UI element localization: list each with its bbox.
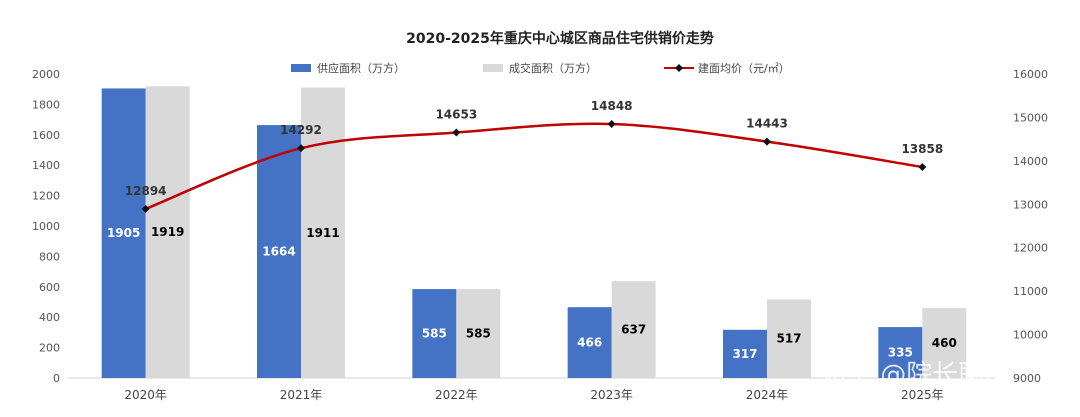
bar-supply	[723, 329, 767, 378]
legend-label-price: 建面均价（元/㎡）	[698, 61, 790, 75]
bar-label-sales: 1919	[151, 225, 184, 239]
price-label: 14443	[746, 117, 788, 131]
price-point	[918, 163, 927, 172]
right-tick-label: 16000	[1013, 68, 1048, 81]
legend: 供应面积（万方） 成交面积（万方） 建面均价（元/㎡）	[291, 61, 790, 75]
price-label: 14653	[435, 107, 477, 121]
price-label: 12894	[125, 184, 167, 198]
x-tick-label: 2022年	[435, 388, 478, 402]
bar-label-supply: 1664	[262, 245, 295, 259]
bar-label-sales: 585	[466, 327, 491, 341]
price-point	[607, 120, 616, 129]
bar-label-supply: 585	[422, 327, 447, 341]
right-tick-label: 10000	[1013, 329, 1048, 342]
right-tick-label: 9000	[1013, 372, 1041, 385]
legend-swatch-supply	[291, 64, 311, 72]
bar-sales	[145, 86, 190, 378]
chart-title: 2020-2025年重庆中心城区商品住宅供销价走势	[406, 30, 714, 47]
bar-supply	[567, 307, 612, 378]
bar-label-sales: 1911	[306, 226, 339, 240]
left-tick-label: 1600	[32, 129, 60, 142]
price-point	[452, 128, 461, 137]
left-tick-label: 200	[39, 342, 60, 355]
bar-label-supply: 335	[888, 346, 913, 360]
bar-supply	[878, 327, 923, 378]
left-tick-label: 1800	[32, 98, 60, 111]
bar-supply	[412, 289, 457, 378]
legend-label-supply: 供应面积（万方）	[317, 61, 405, 75]
price-label: 14292	[280, 123, 322, 137]
legend-label-sales: 成交面积（万方）	[509, 61, 597, 75]
bar-label-sales: 637	[621, 323, 646, 337]
right-tick-label: 15000	[1013, 111, 1048, 124]
x-tick-label: 2020年	[124, 388, 167, 402]
left-tick-label: 400	[39, 311, 60, 324]
left-tick-label: 2000	[32, 68, 60, 81]
x-tick-label: 2025年	[901, 388, 944, 402]
price-label: 13858	[901, 142, 943, 156]
price-point	[297, 144, 305, 153]
bar-supply	[257, 125, 301, 379]
bar-sales	[456, 289, 501, 378]
bar-supply	[101, 88, 146, 378]
price-points: 12894 14292 14653 14848 14443 13858	[125, 99, 943, 213]
bar-label-supply: 317	[732, 347, 757, 361]
left-axis: 0 200 400 600 800 1000 1200 1400 1600 1800 2000	[32, 68, 60, 385]
x-tick-label: 2021年	[280, 388, 323, 402]
legend-swatch-sales	[483, 64, 503, 72]
right-axis: 9000 10000 11000 12000 13000 14000 15000 16000	[1013, 68, 1048, 385]
left-tick-label: 1200	[32, 190, 60, 203]
bar-labels: 1905 1919 1664 1911 585 585 466 637 317 517 335 460	[107, 225, 957, 361]
left-tick-label: 0	[53, 372, 60, 385]
left-tick-label: 1400	[32, 159, 60, 172]
left-tick-label: 600	[39, 281, 60, 294]
right-tick-label: 13000	[1013, 198, 1048, 211]
right-tick-label: 14000	[1013, 155, 1048, 168]
price-point	[141, 204, 150, 213]
bar-label-sales: 517	[776, 332, 801, 346]
bar-sales	[611, 281, 656, 378]
price-label: 14848	[591, 99, 633, 113]
left-tick-label: 1000	[32, 220, 60, 233]
x-tick-label: 2024年	[746, 388, 789, 402]
watermark: 知乎 @院长聊房	[820, 360, 1010, 390]
right-tick-label: 11000	[1013, 285, 1048, 298]
price-point	[763, 137, 771, 146]
bar-sales	[922, 308, 967, 378]
x-tick-label: 2023年	[590, 388, 633, 402]
bar-label-supply: 1905	[107, 226, 140, 240]
right-tick-label: 12000	[1013, 242, 1048, 255]
bar-label-supply: 466	[577, 336, 602, 350]
left-tick-label: 800	[39, 250, 60, 263]
legend-marker-price	[675, 64, 683, 72]
bars	[101, 86, 967, 379]
bar-sales	[767, 299, 811, 378]
bar-label-sales: 460	[932, 336, 957, 350]
x-axis: 2020年 2021年 2022年 2023年 2024年 2025年	[124, 388, 943, 402]
price-line	[145, 122, 923, 211]
bar-sales	[301, 87, 345, 378]
